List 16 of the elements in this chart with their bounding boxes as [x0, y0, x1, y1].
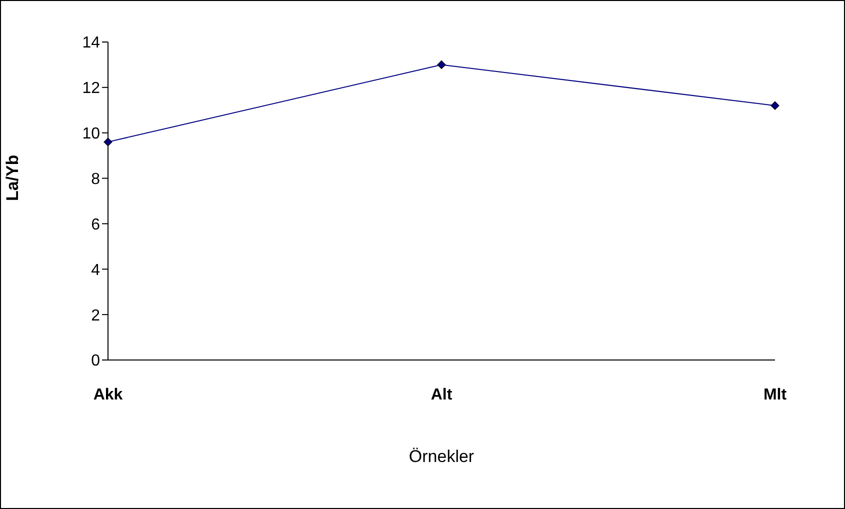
y-tick-label: 4 [91, 262, 100, 279]
point [104, 138, 112, 146]
y-axis-title: La/Yb [3, 154, 22, 201]
y-tick-label: 12 [82, 80, 100, 98]
y-tick-label: 2 [91, 307, 100, 324]
y-tick-label: 8 [91, 170, 100, 188]
y-tick-label: 0 [91, 352, 100, 370]
x-axis-title: Örnekler [408, 447, 474, 466]
point [770, 101, 780, 110]
y-tick-label: 14 [82, 34, 100, 52]
y-tick-label: 6 [91, 216, 100, 234]
x-tick-label: Alt [430, 386, 453, 404]
point [437, 60, 446, 70]
y-tick-label: 10 [82, 126, 100, 143]
x-tick-label: Mlt [763, 386, 788, 404]
x-tick-label: Akk [93, 386, 123, 404]
